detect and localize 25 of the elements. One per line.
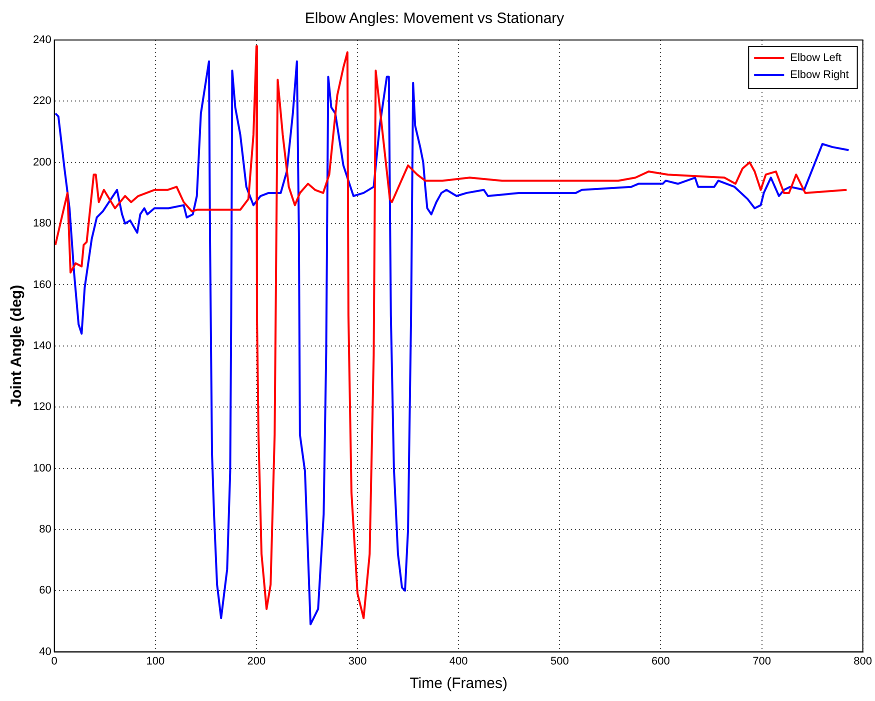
x-tick-label: 400 <box>449 655 468 668</box>
y-tick-label: 40 <box>39 646 52 658</box>
y-tick-label: 100 <box>32 462 52 474</box>
y-tick-label: 60 <box>39 584 52 597</box>
y-axis-title: Joint Angle (deg) <box>8 284 26 407</box>
x-tick-label: 300 <box>348 655 367 668</box>
y-tick-label: 140 <box>32 340 52 352</box>
x-tick-label: 600 <box>652 655 670 668</box>
x-axis-title: Time (Frames) <box>410 675 508 692</box>
chart-title: Elbow Angles: Movement vs Stationary <box>304 10 565 28</box>
y-tick-label: 160 <box>32 278 52 291</box>
y-tick-label: 80 <box>39 523 52 536</box>
y-tick-label: 220 <box>32 95 52 108</box>
legend-label: Elbow Right <box>790 69 849 82</box>
y-tick-label: 200 <box>32 156 52 168</box>
x-tick-label: 800 <box>854 655 872 668</box>
x-tick-label: 700 <box>752 655 771 668</box>
x-tick-label: 100 <box>146 655 165 668</box>
y-tick-label: 120 <box>32 401 52 414</box>
x-tick-label: 0 <box>51 655 58 668</box>
legend-label: Elbow Left <box>790 52 842 64</box>
y-tick-label: 240 <box>32 34 52 46</box>
x-tick-label: 500 <box>550 655 569 668</box>
y-tick-label: 180 <box>32 218 52 230</box>
x-tick-label: 200 <box>247 655 266 668</box>
